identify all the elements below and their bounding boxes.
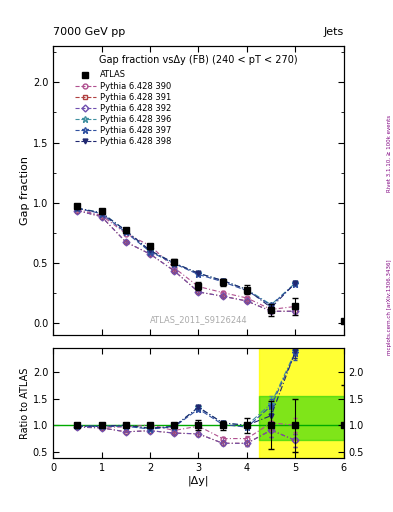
Legend: ATLAS, Pythia 6.428 390, Pythia 6.428 391, Pythia 6.428 392, Pythia 6.428 396, P: ATLAS, Pythia 6.428 390, Pythia 6.428 39… <box>75 71 171 146</box>
Text: Rivet 3.1.10, ≥ 100k events: Rivet 3.1.10, ≥ 100k events <box>387 115 392 192</box>
Text: 7000 GeV pp: 7000 GeV pp <box>53 27 125 37</box>
Text: ATLAS_2011_S9126244: ATLAS_2011_S9126244 <box>150 315 247 324</box>
Y-axis label: Gap fraction: Gap fraction <box>20 156 30 225</box>
Text: mcplots.cern.ch [arXiv:1306.3436]: mcplots.cern.ch [arXiv:1306.3436] <box>387 260 392 355</box>
Text: Gap fraction vsΔy (FB) (240 < pT < 270): Gap fraction vsΔy (FB) (240 < pT < 270) <box>99 55 298 65</box>
Text: Jets: Jets <box>323 27 344 37</box>
Y-axis label: Ratio to ATLAS: Ratio to ATLAS <box>20 368 30 439</box>
X-axis label: |Δy|: |Δy| <box>188 476 209 486</box>
